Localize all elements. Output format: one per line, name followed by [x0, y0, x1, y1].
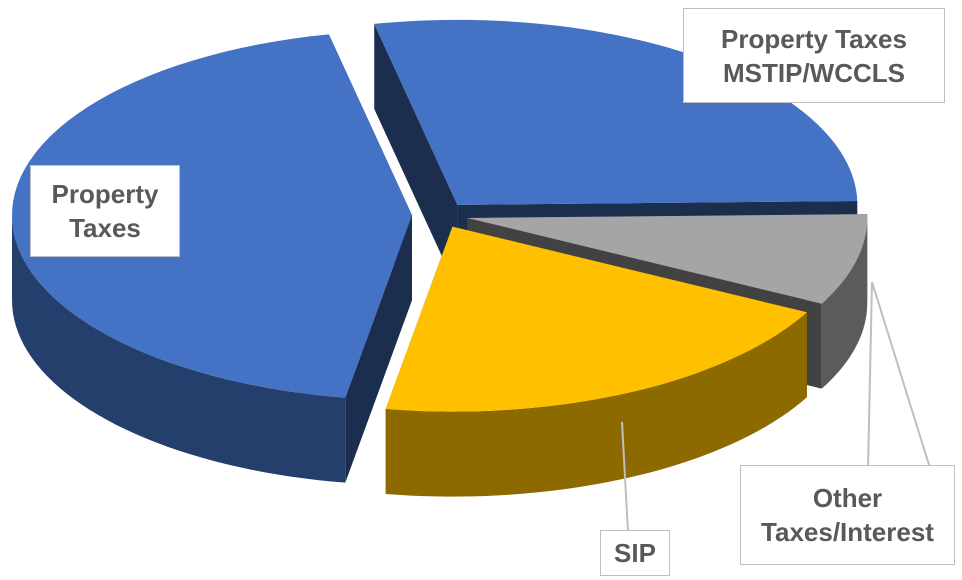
slice-label: Property Taxes MSTIP/WCCLS — [683, 8, 945, 103]
pie-slice — [467, 214, 868, 304]
leader-line — [621, 421, 629, 533]
leader-line — [867, 281, 873, 469]
slice-label: SIP — [600, 530, 670, 576]
slice-side — [12, 215, 346, 483]
slice-side — [374, 23, 458, 290]
pie-slice — [374, 19, 858, 205]
slice-side — [385, 312, 807, 497]
pie-slice — [12, 34, 413, 398]
slice-label: Other Taxes/Interest — [740, 465, 955, 565]
leader-line — [871, 281, 931, 469]
slice-label: Property Taxes — [30, 165, 180, 257]
pie-slice — [385, 226, 807, 412]
slice-side — [821, 217, 868, 389]
slice-side — [345, 215, 413, 483]
